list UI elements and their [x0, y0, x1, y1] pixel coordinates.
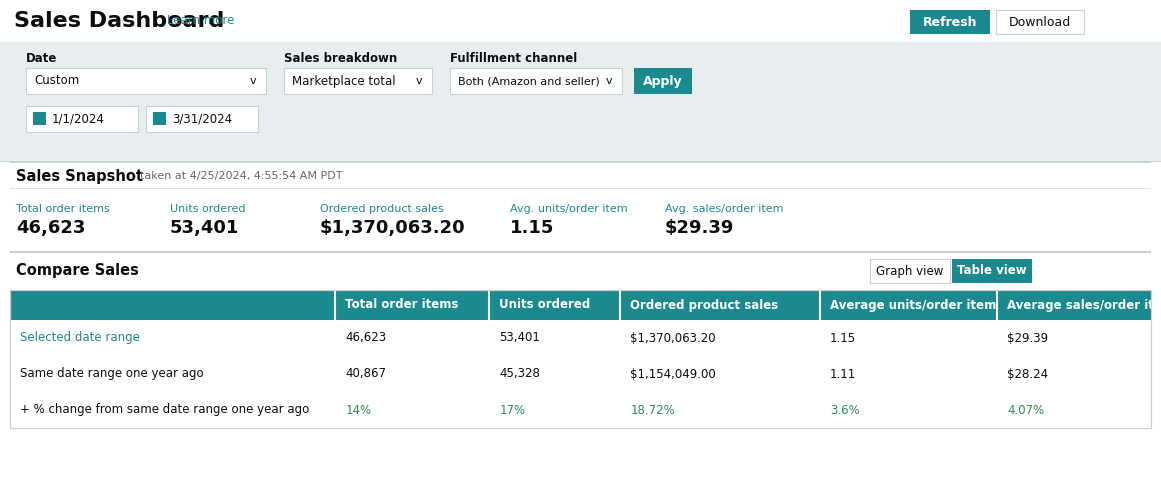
- Text: 4.07%: 4.07%: [1007, 403, 1044, 416]
- Bar: [10, 290, 1151, 320]
- Bar: [870, 259, 950, 283]
- Text: Apply: Apply: [643, 75, 683, 88]
- Text: 18.72%: 18.72%: [630, 403, 676, 416]
- Text: 40,867: 40,867: [345, 367, 387, 381]
- Text: v: v: [250, 76, 257, 86]
- Text: v: v: [606, 76, 613, 86]
- Text: Learn more: Learn more: [167, 14, 235, 28]
- Bar: [284, 68, 432, 94]
- Bar: [10, 392, 1151, 428]
- Bar: [10, 320, 1151, 356]
- Text: taken at 4/25/2024, 4:55:54 AM PDT: taken at 4/25/2024, 4:55:54 AM PDT: [140, 171, 342, 181]
- Text: Ordered product sales: Ordered product sales: [320, 204, 444, 214]
- Bar: [0, 252, 1161, 495]
- Text: $28.24: $28.24: [1007, 367, 1048, 381]
- Text: Table view: Table view: [957, 264, 1026, 278]
- Text: $1,370,063.20: $1,370,063.20: [630, 332, 716, 345]
- Text: 1.15: 1.15: [830, 332, 856, 345]
- Text: Fulfillment channel: Fulfillment channel: [450, 51, 577, 64]
- Text: Total order items: Total order items: [345, 298, 459, 311]
- Bar: [10, 290, 1151, 428]
- Text: Graph view: Graph view: [877, 264, 944, 278]
- Bar: [26, 68, 266, 94]
- Text: 53,401: 53,401: [170, 219, 239, 237]
- Bar: [634, 68, 692, 94]
- Text: Total order items: Total order items: [16, 204, 110, 214]
- Text: Both (Amazon and seller): Both (Amazon and seller): [457, 76, 600, 86]
- Bar: [153, 112, 166, 125]
- Text: 3/31/2024: 3/31/2024: [172, 112, 232, 126]
- Text: Average sales/order item: Average sales/order item: [1007, 298, 1161, 311]
- Text: Refresh: Refresh: [923, 15, 978, 29]
- Text: 45,328: 45,328: [499, 367, 540, 381]
- Bar: [10, 162, 1151, 163]
- Bar: [0, 162, 1161, 252]
- Text: $1,370,063.20: $1,370,063.20: [320, 219, 466, 237]
- Text: 14%: 14%: [345, 403, 372, 416]
- Text: 3.6%: 3.6%: [830, 403, 860, 416]
- Text: Sales Dashboard: Sales Dashboard: [14, 11, 224, 31]
- Text: 53,401: 53,401: [499, 332, 540, 345]
- Text: Units ordered: Units ordered: [170, 204, 245, 214]
- Text: Custom: Custom: [34, 75, 79, 88]
- Text: Average units/order item: Average units/order item: [830, 298, 996, 311]
- Text: Download: Download: [1009, 15, 1072, 29]
- Bar: [10, 252, 1151, 253]
- Text: $1,154,049.00: $1,154,049.00: [630, 367, 716, 381]
- Text: v: v: [416, 76, 423, 86]
- Text: Ordered product sales: Ordered product sales: [630, 298, 779, 311]
- Bar: [0, 42, 1161, 162]
- Bar: [10, 188, 1151, 189]
- Bar: [996, 10, 1084, 34]
- Bar: [450, 68, 622, 94]
- Text: Avg. units/order item: Avg. units/order item: [510, 204, 628, 214]
- Text: 1/1/2024: 1/1/2024: [52, 112, 104, 126]
- Text: Same date range one year ago: Same date range one year ago: [20, 367, 203, 381]
- Bar: [0, 161, 1161, 162]
- Bar: [26, 106, 138, 132]
- Text: $29.39: $29.39: [665, 219, 735, 237]
- Text: 1.11: 1.11: [830, 367, 857, 381]
- Text: Sales Snapshot: Sales Snapshot: [16, 168, 143, 184]
- Text: Marketplace total: Marketplace total: [293, 75, 396, 88]
- Text: Sales breakdown: Sales breakdown: [284, 51, 397, 64]
- Bar: [910, 10, 990, 34]
- Text: Units ordered: Units ordered: [499, 298, 591, 311]
- Text: Avg. sales/order item: Avg. sales/order item: [665, 204, 784, 214]
- Text: Selected date range: Selected date range: [20, 332, 139, 345]
- Bar: [146, 106, 258, 132]
- Text: 17%: 17%: [499, 403, 525, 416]
- Bar: [0, 0, 1161, 42]
- Text: + % change from same date range one year ago: + % change from same date range one year…: [20, 403, 309, 416]
- Bar: [10, 355, 1151, 356]
- Text: Date: Date: [26, 51, 57, 64]
- Text: 46,623: 46,623: [16, 219, 86, 237]
- Text: 1.15: 1.15: [510, 219, 554, 237]
- Text: Compare Sales: Compare Sales: [16, 262, 139, 278]
- Bar: [10, 356, 1151, 392]
- Text: $29.39: $29.39: [1007, 332, 1048, 345]
- Bar: [33, 112, 46, 125]
- Text: 46,623: 46,623: [345, 332, 387, 345]
- Bar: [10, 251, 1151, 252]
- Bar: [952, 259, 1032, 283]
